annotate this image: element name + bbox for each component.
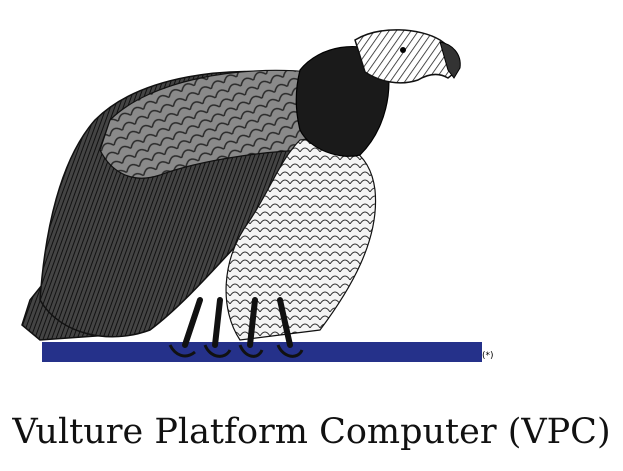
vulture-illustration [21, 29, 482, 362]
vulture-legs [182, 297, 293, 348]
vulture-talons [168, 344, 304, 358]
vulture-figure [21, 29, 482, 362]
vulture-chest [225, 138, 377, 341]
vulture-head [354, 29, 460, 84]
caption-title: Vulture Platform Computer (VPC) [12, 412, 611, 452]
bar-footnote-marker: (*) [482, 351, 494, 361]
vulture-beak [439, 41, 461, 79]
vulture-ruff [295, 45, 390, 157]
vulture-eye [400, 47, 406, 53]
